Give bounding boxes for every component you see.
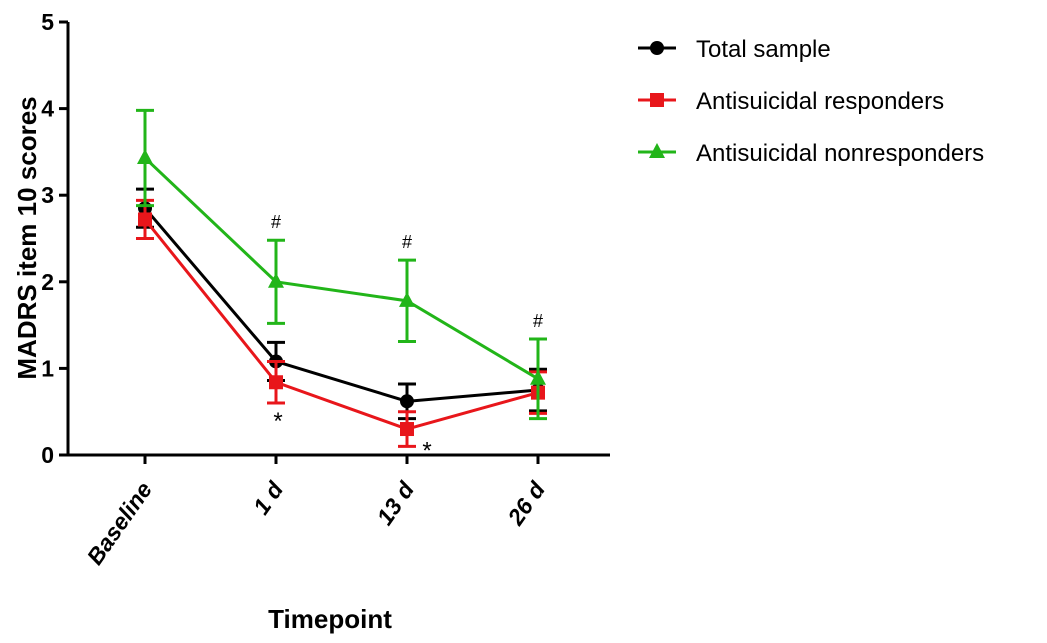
data-point-square [138, 212, 152, 227]
y-ticks: 0 1 2 3 4 5 [41, 9, 68, 468]
series-total-sample [136, 187, 547, 421]
significance-star: * [422, 437, 431, 464]
y-tick-label: 4 [41, 96, 54, 122]
data-point-square [650, 93, 664, 107]
data-point-triangle [137, 148, 153, 164]
significance-hash: # [533, 311, 543, 331]
data-point-square [269, 375, 283, 390]
x-ticks: Baseline 1 d 13 d 26 d [82, 455, 551, 569]
y-tick-label: 1 [41, 355, 54, 381]
data-point-triangle [649, 143, 665, 158]
x-tick-label: Baseline [82, 477, 158, 570]
data-point-triangle [530, 369, 546, 385]
x-axis-title: Timepoint [268, 604, 392, 634]
y-tick-label: 3 [41, 182, 54, 208]
data-point-circle [650, 41, 664, 55]
significance-star: * [273, 408, 282, 435]
data-point-triangle [268, 272, 284, 288]
data-point-circle [400, 394, 414, 409]
legend-item: Total sample [638, 36, 831, 63]
legend: Total sample Antisuicidal responders Antis… [638, 36, 984, 167]
x-tick-label: 13 d [371, 476, 419, 529]
significance-hash: # [271, 212, 281, 232]
y-tick-label: 2 [41, 269, 54, 295]
series-line [143, 218, 539, 431]
legend-label: Antisuicidal nonresponders [696, 140, 984, 167]
legend-label: Antisuicidal responders [696, 88, 944, 115]
y-axis-title: MADRS item 10 scores [12, 96, 42, 379]
legend-label: Total sample [696, 36, 831, 63]
series-antisuicidal-responders [136, 198, 547, 448]
series-layer [136, 108, 547, 448]
series-line [143, 207, 539, 403]
data-point-square [400, 422, 414, 437]
legend-item: Antisuicidal nonresponders [638, 140, 984, 167]
y-tick-label: 5 [41, 9, 54, 35]
annotations: # # # * * [271, 212, 543, 464]
significance-hash: # [402, 232, 412, 252]
y-tick-label: 0 [41, 442, 54, 468]
series-line [143, 156, 539, 381]
x-tick-label: 1 d [248, 476, 289, 519]
legend-item: Antisuicidal responders [638, 88, 944, 115]
series-antisuicidal-nonresponders [136, 108, 547, 421]
data-point-triangle [399, 291, 415, 307]
x-tick-label: 26 d [502, 476, 551, 530]
